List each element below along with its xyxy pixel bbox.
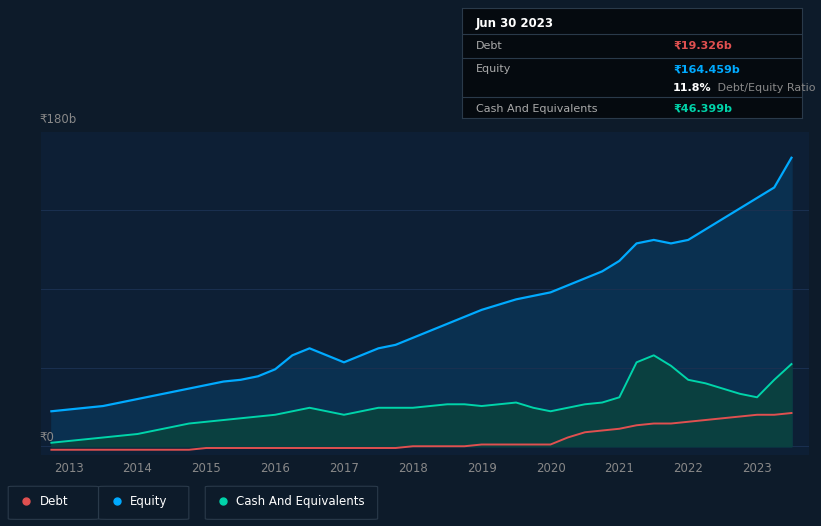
Text: Cash And Equivalents: Cash And Equivalents [236, 495, 365, 508]
Text: ₹164.459b: ₹164.459b [673, 64, 740, 74]
Text: ₹0: ₹0 [39, 431, 54, 443]
Text: Equity: Equity [130, 495, 167, 508]
Text: Jun 30 2023: Jun 30 2023 [476, 17, 554, 30]
Text: Equity: Equity [476, 64, 511, 74]
Text: Debt: Debt [39, 495, 68, 508]
Text: 11.8%: 11.8% [673, 83, 712, 93]
Text: ₹19.326b: ₹19.326b [673, 41, 732, 51]
Text: ₹180b: ₹180b [39, 113, 76, 126]
Text: Debt/Equity Ratio: Debt/Equity Ratio [713, 83, 815, 93]
Text: Debt: Debt [476, 41, 502, 51]
Text: ₹46.399b: ₹46.399b [673, 104, 732, 114]
Text: Cash And Equivalents: Cash And Equivalents [476, 104, 598, 114]
